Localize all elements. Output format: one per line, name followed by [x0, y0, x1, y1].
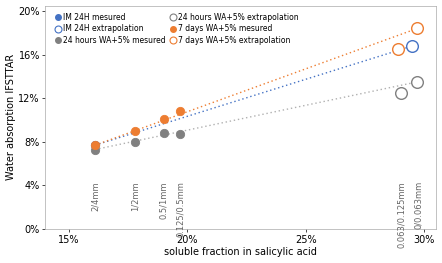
- Point: [132, 140, 139, 144]
- Point: [414, 80, 421, 84]
- Legend: IM 24H mesured, IM 24H extrapolation, 24 hours WA+5% mesured, 24 hours WA+5% ext: IM 24H mesured, IM 24H extrapolation, 24…: [53, 12, 300, 46]
- Point: [395, 47, 402, 51]
- Text: 0.125/0.5mm: 0.125/0.5mm: [176, 181, 185, 237]
- Point: [132, 129, 139, 133]
- Point: [91, 147, 99, 151]
- Point: [91, 143, 99, 147]
- Point: [177, 132, 184, 136]
- Point: [409, 44, 416, 48]
- Text: 1/2mm: 1/2mm: [131, 181, 140, 211]
- Text: 2/4mm: 2/4mm: [91, 181, 99, 211]
- Point: [160, 117, 168, 121]
- Point: [91, 143, 99, 147]
- Point: [177, 109, 184, 113]
- Point: [397, 91, 404, 95]
- X-axis label: soluble fraction in salicylic acid: soluble fraction in salicylic acid: [164, 247, 317, 257]
- Point: [160, 131, 168, 135]
- Text: 0.5/1mm: 0.5/1mm: [159, 181, 168, 219]
- Text: 0/0.063mm: 0/0.063mm: [414, 181, 423, 229]
- Y-axis label: Water absorption IFSTTAR: Water absorption IFSTTAR: [6, 54, 15, 180]
- Point: [414, 26, 421, 31]
- Text: 0.063/0.125mm: 0.063/0.125mm: [397, 181, 406, 248]
